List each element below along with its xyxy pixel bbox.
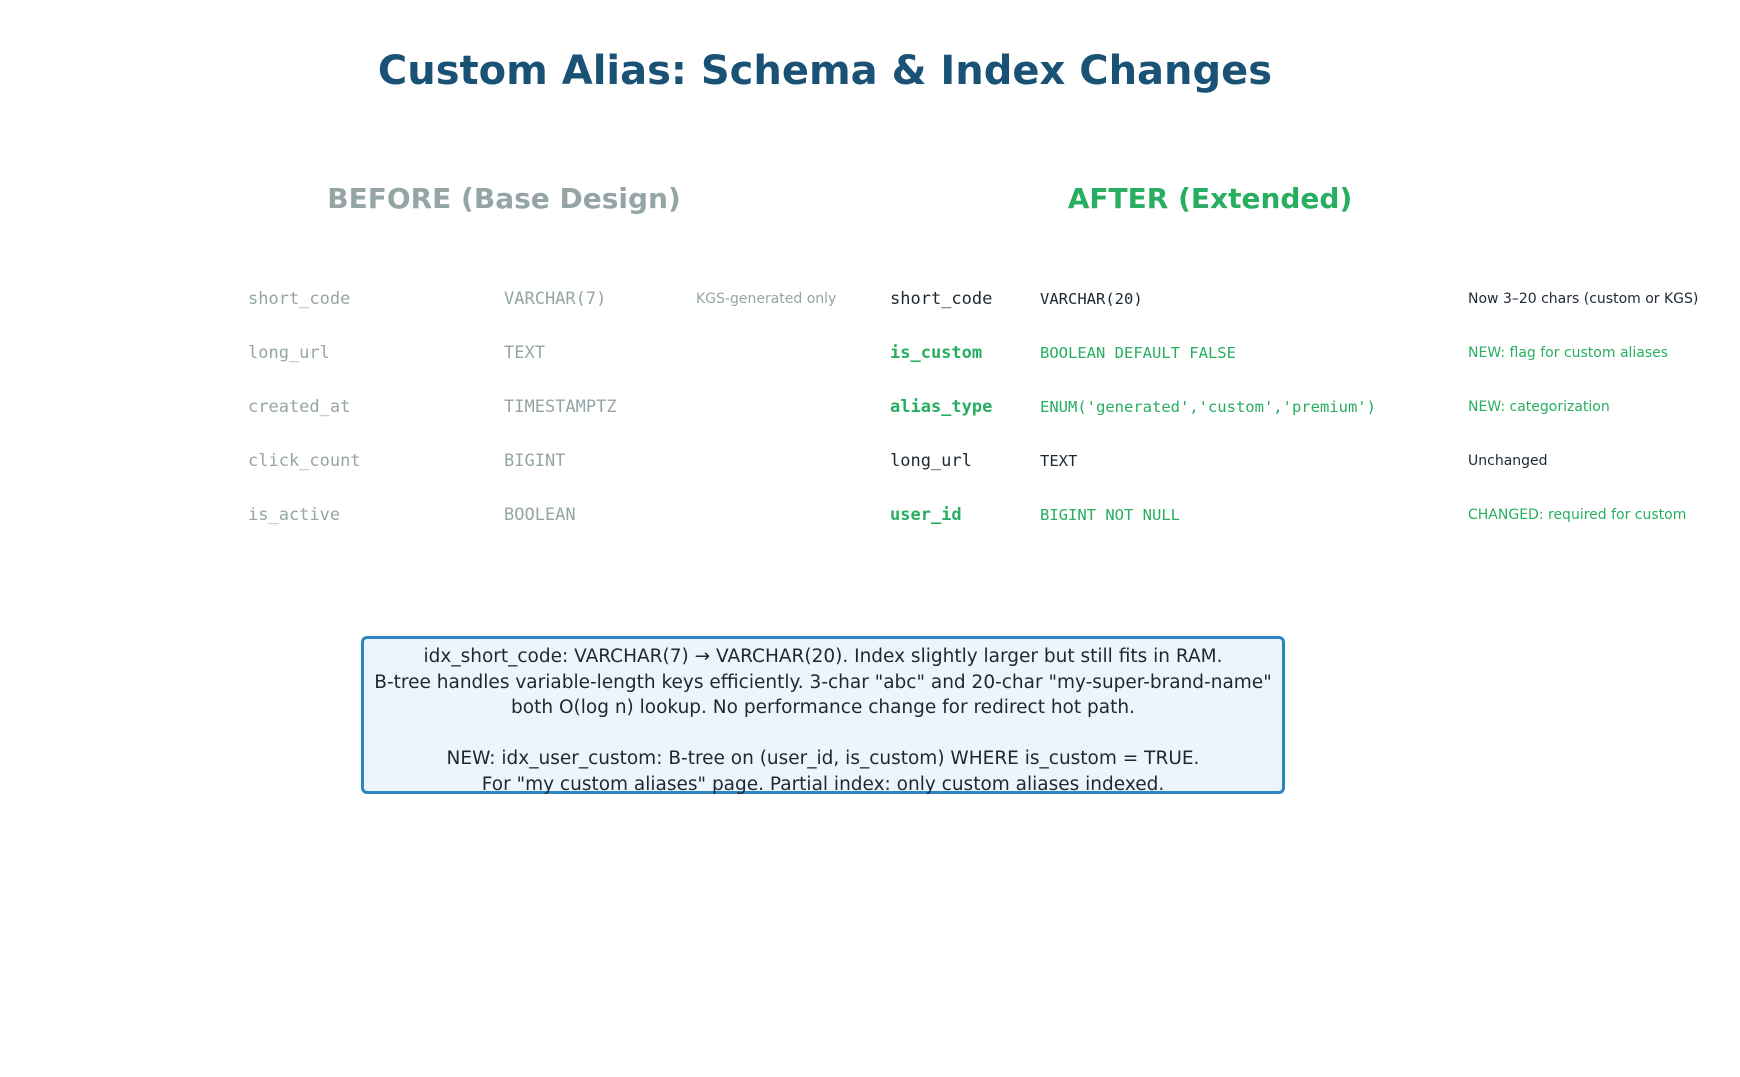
note-line: both O(log n) lookup. No performance cha… bbox=[511, 697, 1135, 718]
index-notes-box: idx_short_code: VARCHAR(7) → VARCHAR(20)… bbox=[361, 636, 1285, 795]
before-field-type: TEXT bbox=[504, 343, 545, 363]
after-field-note: NEW: flag for custom aliases bbox=[1468, 345, 1669, 361]
before-field-note: KGS-generated only bbox=[696, 291, 837, 307]
after-field-note: Unchanged bbox=[1468, 453, 1548, 469]
after-field-type: VARCHAR(20) bbox=[1040, 290, 1143, 308]
before-field-name: long_url bbox=[248, 343, 330, 363]
after-field-name: short_code bbox=[890, 289, 993, 309]
note-line: B-tree handles variable-length keys effi… bbox=[374, 671, 1272, 693]
after-field-note: CHANGED: required for custom bbox=[1468, 507, 1687, 523]
note-line: For "my custom aliases" page. Partial in… bbox=[481, 773, 1165, 795]
before-field-name: created_at bbox=[248, 397, 351, 417]
before-field-name: is_active bbox=[248, 505, 341, 525]
before-field-name: short_code bbox=[248, 289, 351, 309]
after-field-note: NEW: categorization bbox=[1468, 399, 1610, 415]
page-title: Custom Alias: Schema & Index Changes bbox=[377, 48, 1273, 94]
after-field-name: is_custom bbox=[890, 343, 983, 363]
after-field-name: alias_type bbox=[890, 397, 993, 417]
after-field-type: BOOLEAN DEFAULT FALSE bbox=[1040, 344, 1236, 362]
note-line: idx_short_code: VARCHAR(7) → VARCHAR(20)… bbox=[423, 646, 1223, 667]
before-heading: BEFORE (Base Design) bbox=[327, 182, 681, 215]
before-field-name: click_count bbox=[248, 451, 361, 471]
before-field-type: TIMESTAMPTZ bbox=[504, 397, 617, 417]
after-field-type: TEXT bbox=[1040, 452, 1078, 470]
after-field-name: user_id bbox=[890, 505, 962, 525]
after-field-type: BIGINT NOT NULL bbox=[1040, 506, 1180, 524]
note-line bbox=[364, 721, 1282, 747]
before-field-type: BOOLEAN bbox=[504, 505, 576, 525]
after-field-note: Now 3–20 chars (custom or KGS) bbox=[1468, 291, 1699, 307]
before-field-type: BIGINT bbox=[504, 451, 566, 471]
after-field-name: long_url bbox=[890, 451, 972, 471]
note-line: NEW: idx_user_custom: B-tree on (user_id… bbox=[446, 748, 1200, 769]
after-heading: AFTER (Extended) bbox=[1067, 182, 1353, 215]
after-field-type: ENUM('generated','custom','premium') bbox=[1040, 398, 1376, 416]
before-field-type: VARCHAR(7) bbox=[504, 289, 607, 309]
